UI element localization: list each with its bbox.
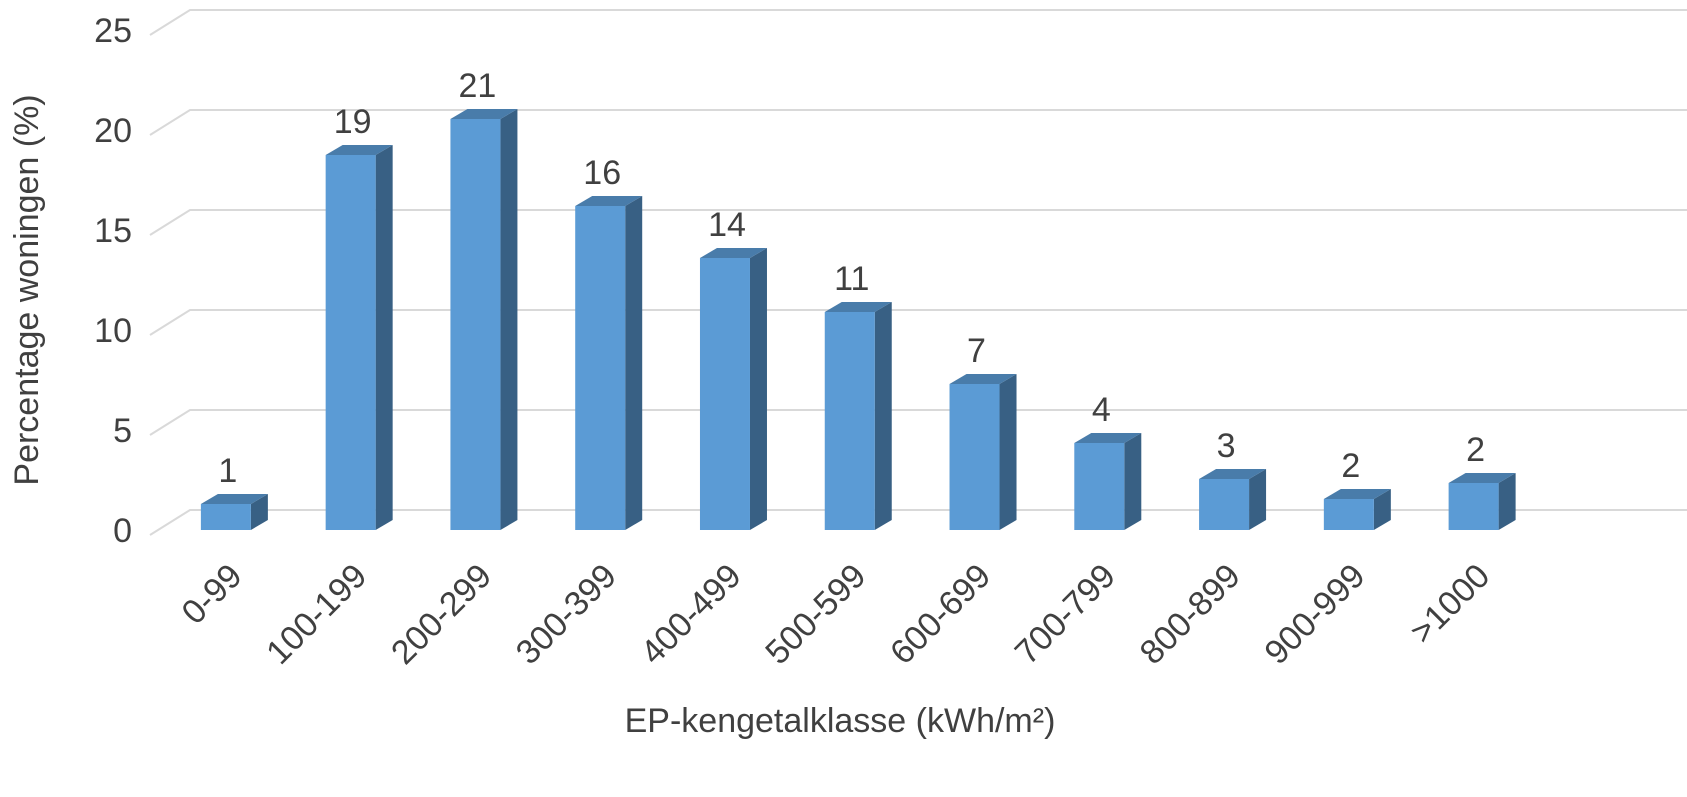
bar-side xyxy=(1249,469,1267,530)
bar xyxy=(200,504,251,530)
data-label: 7 xyxy=(967,332,986,370)
bar-top xyxy=(200,494,268,504)
bar-top xyxy=(1448,473,1516,483)
grid-line xyxy=(149,509,1687,536)
x-tick-label: 200-299 xyxy=(384,557,499,672)
y-tick-label: 0 xyxy=(113,512,132,550)
y-tick-label: 25 xyxy=(94,12,132,50)
x-tick-label: 900-999 xyxy=(1257,557,1372,672)
bar-side xyxy=(874,302,892,530)
x-tick-label: 500-599 xyxy=(758,557,873,672)
x-tick-label: 0-99 xyxy=(175,557,250,632)
grid-line xyxy=(149,209,1687,236)
bar-top xyxy=(325,145,393,155)
bar-side xyxy=(1373,489,1391,530)
x-tick-label: 800-899 xyxy=(1133,557,1248,672)
x-tick-label: 400-499 xyxy=(634,557,749,672)
x-tick-label: >1000 xyxy=(1403,557,1497,651)
bar-side xyxy=(749,248,767,530)
data-label: 14 xyxy=(708,206,746,244)
x-axis-title: EP-kengetalklasse (kWh/m²) xyxy=(625,702,1056,740)
data-label: 11 xyxy=(834,260,869,298)
bar xyxy=(1323,499,1374,530)
data-label: 2 xyxy=(1466,431,1485,469)
bar-top xyxy=(1323,489,1391,499)
grid-line xyxy=(149,309,1687,336)
bar-side xyxy=(999,374,1017,530)
bar xyxy=(1448,483,1499,530)
y-tick-label: 10 xyxy=(94,312,132,350)
data-label: 1 xyxy=(218,452,237,490)
bar-top xyxy=(949,374,1017,384)
bar-side xyxy=(250,494,268,530)
y-tick-label: 20 xyxy=(94,112,132,150)
bar xyxy=(575,206,626,530)
bar xyxy=(1074,443,1125,530)
x-tick-label: 700-799 xyxy=(1008,557,1123,672)
bar xyxy=(824,312,875,530)
bar-top xyxy=(1074,433,1142,443)
grid-line xyxy=(149,9,1687,36)
bar-side xyxy=(625,196,643,530)
data-label: 3 xyxy=(1217,427,1236,465)
grid-line xyxy=(149,409,1687,436)
bar-top xyxy=(1199,469,1267,479)
data-label: 21 xyxy=(459,67,497,105)
bar-side xyxy=(1124,433,1142,530)
y-axis-title: Percentage woningen (%) xyxy=(8,94,46,485)
bar xyxy=(699,258,750,530)
data-label: 2 xyxy=(1341,447,1360,485)
data-label: 19 xyxy=(334,103,372,141)
bar-side xyxy=(500,109,518,530)
bar xyxy=(949,384,1000,530)
bar xyxy=(1199,479,1250,530)
bar-side xyxy=(375,145,393,530)
bar-top xyxy=(450,109,518,119)
bar xyxy=(325,155,376,530)
x-tick-label: 600-699 xyxy=(883,557,998,672)
bar-top xyxy=(699,248,767,258)
y-tick-label: 15 xyxy=(94,212,132,250)
y-tick-label: 5 xyxy=(113,412,132,450)
bar xyxy=(450,119,501,530)
x-tick-label: 100-199 xyxy=(259,557,374,672)
data-label: 4 xyxy=(1092,391,1111,429)
bar-top xyxy=(575,196,643,206)
bar-side xyxy=(1498,473,1516,530)
x-tick-label: 300-399 xyxy=(509,557,624,672)
grid-line xyxy=(149,109,1687,136)
bar-top xyxy=(824,302,892,312)
data-label: 16 xyxy=(583,154,621,192)
